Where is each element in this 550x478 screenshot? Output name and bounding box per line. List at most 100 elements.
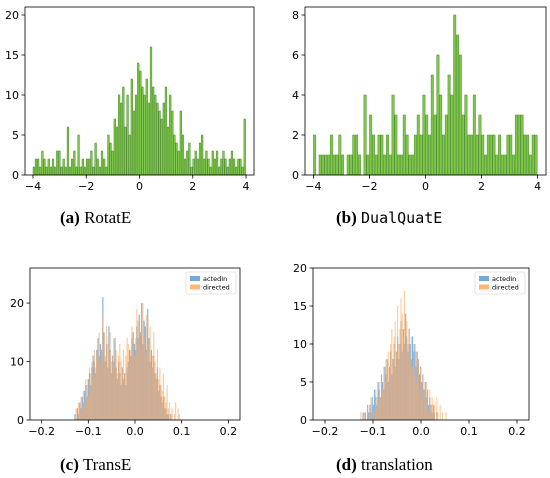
bar (498, 134, 502, 176)
bar (357, 154, 361, 176)
bar (105, 166, 108, 176)
bar (145, 314, 148, 420)
bar (372, 134, 375, 176)
bar (49, 166, 53, 176)
series-directed (75, 303, 180, 420)
bar (105, 326, 108, 420)
bar (512, 154, 516, 176)
y-tick-label: 10 (293, 338, 307, 351)
bar (378, 382, 380, 420)
bar (92, 166, 95, 176)
bar (79, 414, 81, 420)
bar (141, 86, 144, 176)
bar (203, 158, 206, 176)
bar (60, 166, 63, 176)
bar (458, 54, 462, 176)
x-tick-label: −0.2 (28, 425, 55, 438)
bar (414, 374, 416, 420)
bar (113, 118, 116, 176)
x-tick-label: −4 (25, 180, 41, 193)
bar (149, 326, 151, 420)
x-tick-label: 0.2 (508, 425, 526, 438)
bar (37, 158, 40, 176)
bar (447, 74, 451, 176)
bar (103, 338, 105, 420)
bar (377, 134, 381, 176)
bar (126, 94, 129, 176)
bar (156, 102, 159, 176)
bar (68, 166, 72, 176)
bar (82, 390, 85, 420)
bar (164, 86, 168, 176)
bar (416, 114, 420, 176)
bar (122, 349, 125, 420)
bar (132, 332, 134, 420)
bar (109, 332, 111, 420)
bar (122, 86, 125, 176)
bar (402, 336, 404, 420)
bar (136, 308, 138, 420)
bar (90, 150, 93, 176)
bar (383, 154, 387, 176)
bar (408, 154, 412, 176)
bar (87, 396, 89, 420)
bar (484, 154, 488, 176)
bar (428, 412, 430, 420)
bar (470, 134, 473, 176)
bar (51, 158, 55, 176)
bar (107, 134, 110, 176)
bar (372, 404, 374, 420)
bar (380, 374, 383, 420)
bar (96, 158, 99, 176)
bar (113, 338, 115, 420)
bar (321, 154, 325, 176)
bar (439, 404, 441, 420)
legend-swatch (190, 276, 200, 281)
bar (373, 389, 376, 420)
bar (98, 332, 100, 420)
bar (424, 382, 426, 420)
bar (74, 414, 76, 420)
bar (147, 344, 149, 420)
y-tick-label: 0 (17, 414, 24, 427)
bar (111, 355, 114, 420)
bar (109, 142, 112, 176)
bar (419, 134, 423, 176)
bar (375, 389, 377, 420)
x-tick-label: −2 (361, 180, 377, 193)
bar (114, 367, 116, 420)
bar (349, 154, 353, 176)
bar (394, 321, 396, 420)
bar (177, 150, 180, 176)
bar (117, 94, 121, 176)
bar (369, 412, 371, 420)
caption-a: (a) RotatE (60, 208, 131, 228)
bar (94, 367, 97, 420)
bar (207, 158, 210, 176)
caption-c-label: (c) (60, 455, 79, 474)
y-tick-label: 8 (292, 9, 299, 22)
series-bins-b (313, 14, 538, 176)
x-tick-label: 0.1 (173, 425, 191, 438)
bar (93, 349, 95, 420)
bar (130, 78, 133, 176)
bar (211, 150, 214, 176)
bar (430, 404, 432, 420)
bar (177, 408, 179, 420)
y-tick-label: 15 (5, 49, 19, 62)
legend-label: actedIn (492, 275, 516, 283)
bar (371, 397, 373, 420)
bar (228, 158, 231, 176)
bar (437, 412, 439, 420)
bar (397, 154, 401, 176)
bar (500, 154, 504, 176)
bar (373, 412, 376, 420)
bar (408, 328, 410, 420)
bar (83, 166, 87, 176)
bar (153, 332, 155, 420)
bar (528, 154, 532, 176)
bar (417, 359, 419, 420)
bar (47, 158, 50, 176)
bar (137, 62, 140, 176)
